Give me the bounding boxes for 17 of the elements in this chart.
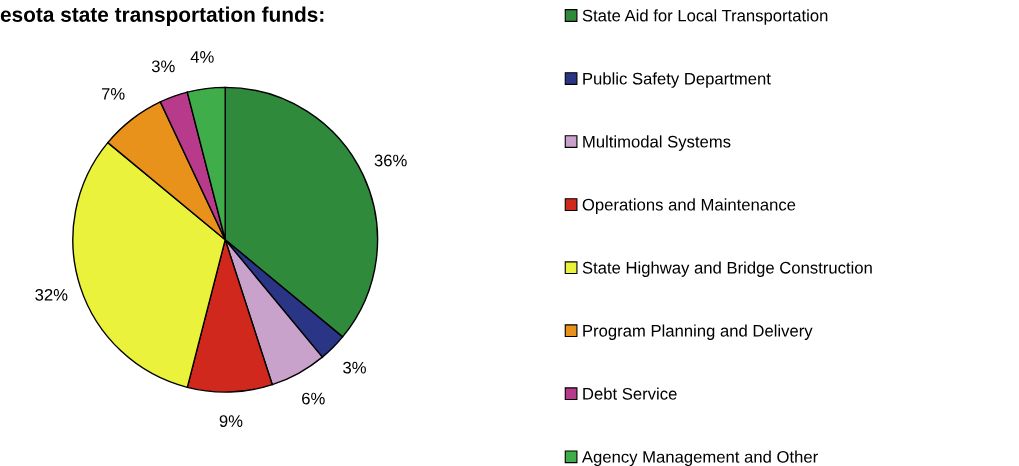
data-label: 9% <box>219 415 243 427</box>
legend-label: Program Planning and Delivery <box>583 324 813 340</box>
legend-label: Public Safety Department <box>583 72 771 88</box>
legend-label: Multimodal Systems <box>583 135 731 151</box>
legend-label: Debt Service <box>583 387 677 400</box>
data-label: 3% <box>151 60 175 73</box>
data-label: 6% <box>302 392 325 405</box>
data-label: 3% <box>343 361 366 374</box>
legend-label: State Aid for Local Transportation <box>582 9 828 25</box>
chart-title: esota state transportation funds: <box>0 6 324 27</box>
data-label: 36% <box>374 154 407 167</box>
legend-label: Operations and Maintenance <box>582 198 796 214</box>
legend-label: Agency Management and Other <box>581 450 818 466</box>
legend-label: State Highway and Bridge Construction <box>582 261 872 277</box>
data-label: 7% <box>101 88 125 100</box>
data-label: 32% <box>35 288 68 301</box>
data-label: 4% <box>190 51 214 63</box>
